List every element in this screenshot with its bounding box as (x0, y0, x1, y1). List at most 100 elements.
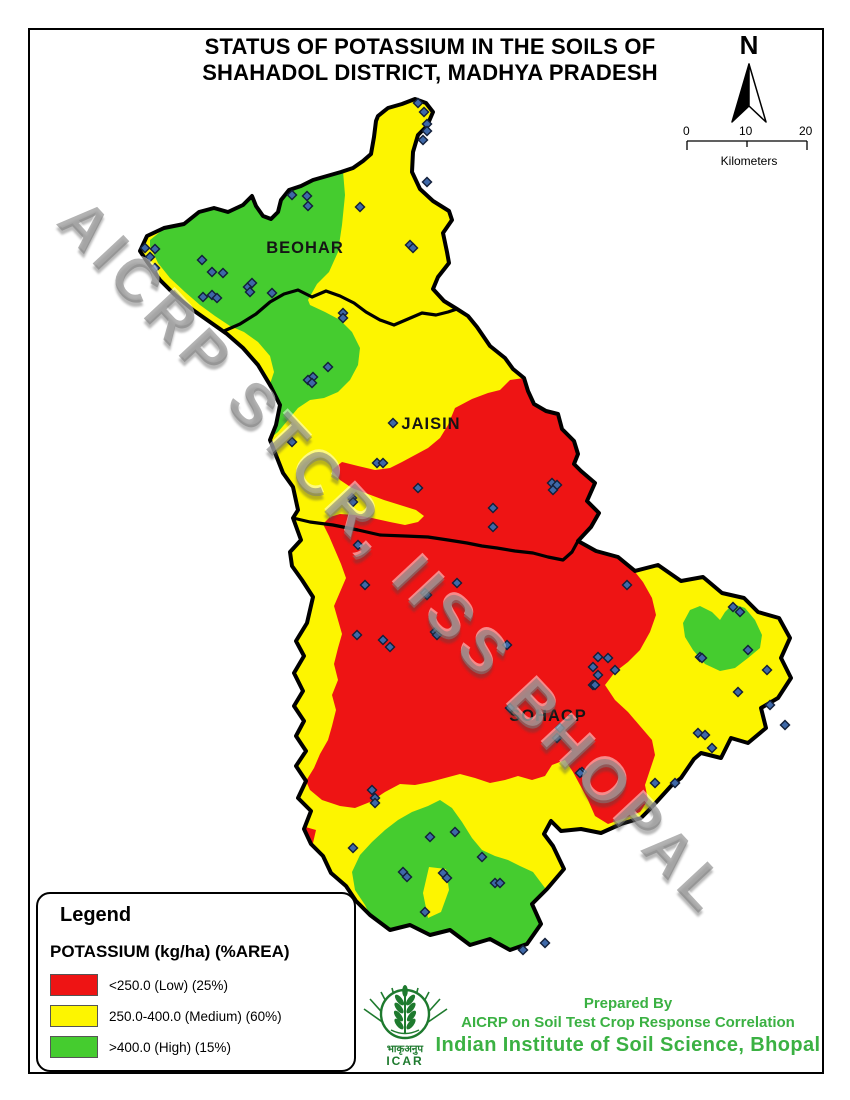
sample-point (421, 589, 433, 601)
icar-logo: भाकृअनुप ICAR (363, 974, 449, 1068)
sample-point (501, 639, 513, 651)
sample-point (149, 243, 161, 255)
sample-point (494, 877, 506, 889)
block-boundary-jaisin-sohagp (291, 516, 580, 562)
sample-point (387, 417, 399, 429)
scale-bar: 0 10 20 Kilometers (683, 124, 815, 168)
sample-point (352, 539, 364, 551)
soil-sample-points (139, 97, 791, 956)
sample-point (621, 579, 633, 591)
sample-point (286, 189, 298, 201)
sample-point (696, 652, 708, 664)
sample-point (706, 742, 718, 754)
district-outline (138, 97, 793, 952)
legend-label-low: <250.0 (Low) (25%) (109, 977, 228, 993)
sample-point (144, 251, 156, 263)
title-line1: STATUS OF POTASSIUM IN THE SOILS OF (204, 34, 656, 59)
sample-point (377, 634, 389, 646)
scale-tick-10: 10 (739, 124, 753, 138)
soil-zone-low-central (306, 378, 656, 824)
wheat-ear-icon (390, 985, 420, 1035)
sample-point (196, 254, 208, 266)
sample-point (347, 496, 359, 508)
sample-point (449, 826, 461, 838)
sample-point (354, 201, 366, 213)
sample-point (476, 851, 488, 863)
north-needle-right (748, 63, 767, 123)
region-label-sohagp: SOHAGP (509, 707, 587, 725)
sample-point (301, 190, 313, 202)
sample-point (401, 871, 413, 883)
sample-point (487, 521, 499, 533)
legend-label-medium: 250.0-400.0 (Medium) (60%) (109, 1008, 282, 1024)
scale-tick-20: 20 (799, 124, 813, 138)
sample-point (589, 679, 601, 691)
sample-point (266, 287, 278, 299)
sample-point (699, 729, 711, 741)
sample-point (649, 777, 661, 789)
sample-point (359, 579, 371, 591)
sample-point (412, 97, 424, 109)
block-boundary-beohar-jaisin (222, 288, 459, 333)
sample-point (421, 125, 433, 137)
sample-point (351, 629, 363, 641)
credits-org1: AICRP on Soil Test Crop Response Correla… (461, 1014, 795, 1031)
sample-point (602, 652, 614, 664)
sample-point (441, 872, 453, 884)
sample-point (551, 732, 563, 744)
sample-point (609, 664, 621, 676)
legend-item-high: >400.0 (High) (15%) (50, 1036, 231, 1058)
credits-prepared-by: Prepared By (583, 995, 673, 1012)
sample-point (547, 484, 559, 496)
soil-zone-high-northwest (150, 171, 360, 440)
sample-point (732, 686, 744, 698)
region-label-jaisin: JAISIN (401, 415, 460, 433)
sample-point (197, 291, 209, 303)
icar-logo-hindi-text: भाकृअनुप (387, 1044, 424, 1055)
sample-point (742, 644, 754, 656)
sample-point (384, 641, 396, 653)
sample-point (369, 797, 381, 809)
soil-zone-medium-notch (423, 867, 449, 918)
legend-subtitle: POTASSIUM (kg/ha) (%AREA) (50, 942, 290, 961)
credits-block: Prepared By AICRP on Soil Test Crop Resp… (432, 995, 824, 1057)
scale-bar-line (686, 140, 808, 150)
sample-point (592, 651, 604, 663)
sample-point (418, 106, 430, 118)
legend-item-medium: 250.0-400.0 (Medium) (60%) (50, 1005, 282, 1027)
sample-point (587, 661, 599, 673)
sample-point (421, 176, 433, 188)
sample-point (669, 777, 681, 789)
sample-point (487, 502, 499, 514)
credits-org2: Indian Institute of Soil Science, Bhopal (435, 1034, 821, 1056)
sample-point (764, 699, 776, 711)
sample-point (727, 601, 739, 613)
sample-point (504, 702, 516, 714)
sample-point (431, 629, 443, 641)
sample-point (377, 457, 389, 469)
sample-point (371, 457, 383, 469)
page-title: STATUS OF POTASSIUM IN THE SOILS OF SHAH… (125, 34, 735, 86)
sample-point (419, 906, 431, 918)
icar-logo-en-text: ICAR (386, 1054, 423, 1068)
sample-point (779, 719, 791, 731)
sample-point (761, 664, 773, 676)
legend-swatch-high (50, 1036, 98, 1058)
sample-point (517, 944, 529, 956)
sample-point (217, 267, 229, 279)
legend-swatch-medium (50, 1005, 98, 1027)
sample-point (421, 118, 433, 130)
sample-point (424, 831, 436, 843)
region-label-beohar: BEOHAR (266, 239, 344, 257)
legend-item-low: <250.0 (Low) (25%) (50, 974, 228, 996)
sample-point (412, 482, 424, 494)
sample-point (366, 784, 378, 796)
sample-point (337, 312, 349, 324)
north-arrow-label: N (740, 30, 759, 60)
sample-point (322, 361, 334, 373)
sample-point (407, 242, 419, 254)
legend-panel: Legend POTASSIUM (kg/ha) (%AREA) <250.0 … (36, 892, 356, 1072)
legend-title: Legend (60, 904, 132, 926)
sample-point (451, 577, 463, 589)
